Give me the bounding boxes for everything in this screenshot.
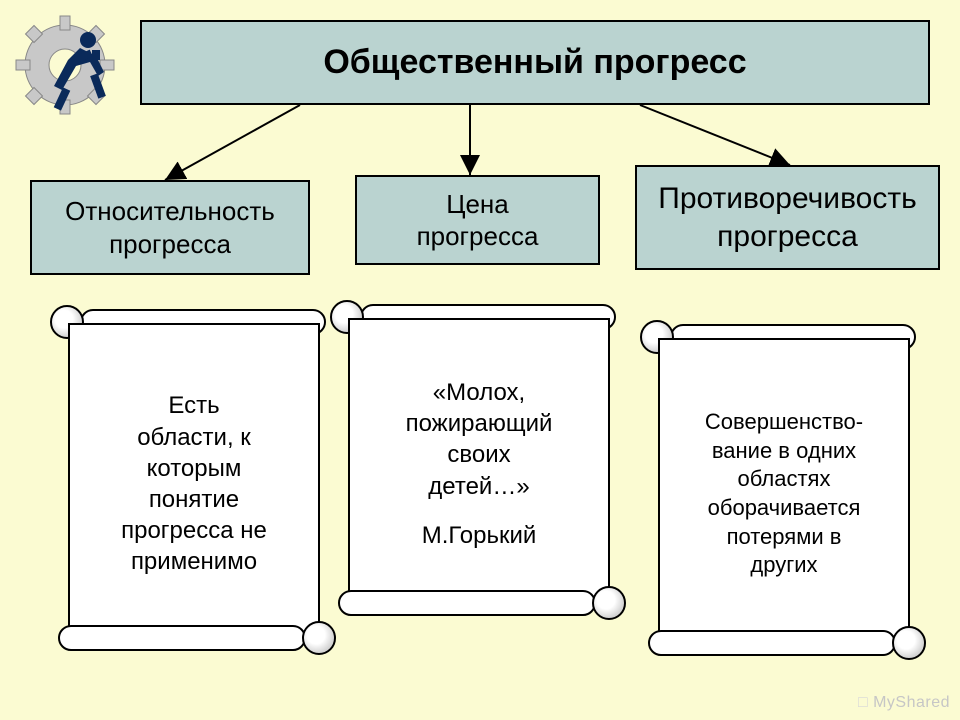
- scroll-bottom-bar: [338, 590, 596, 616]
- title-box: Общественный прогресс: [140, 20, 930, 105]
- child-box-line1: Цена: [417, 188, 539, 221]
- scroll-bottom-bar: [648, 630, 896, 656]
- scroll-text: «Молох,пожирающийсвоихдетей…»: [406, 377, 553, 502]
- watermark: □ MyShared: [858, 694, 950, 712]
- scroll-body: «Молох,пожирающийсвоихдетей…» М.Горький: [348, 318, 610, 602]
- child-box-line1: Относительность: [65, 195, 275, 228]
- scroll-curl-icon: [592, 586, 626, 620]
- scroll-body: Совершенство-вание в однихобластяхоборач…: [658, 338, 910, 642]
- child-box-line1: Противоречивость: [658, 180, 916, 218]
- child-box-contradiction: Противоречивость прогресса: [635, 165, 940, 270]
- child-box-line2: прогресса: [417, 220, 539, 253]
- child-box-price: Цена прогресса: [355, 175, 600, 265]
- scroll-bottom-bar: [58, 625, 306, 651]
- child-box-relativity: Относительность прогресса: [30, 180, 310, 275]
- scroll-text: Совершенство-вание в однихобластяхоборач…: [705, 408, 863, 580]
- child-box-line2: прогресса: [658, 218, 916, 256]
- scroll-relativity: Естьобласти, ккоторымпонятиепрогресса не…: [50, 305, 320, 655]
- scroll-text: Естьобласти, ккоторымпонятиепрогресса не…: [121, 390, 267, 577]
- running-man-gear-icon: [10, 10, 130, 130]
- title-text: Общественный прогресс: [323, 43, 746, 82]
- scroll-body: Естьобласти, ккоторымпонятиепрогресса не…: [68, 323, 320, 637]
- scroll-contradiction: Совершенство-вание в однихобластяхоборач…: [640, 320, 910, 660]
- scroll-price: «Молох,пожирающийсвоихдетей…» М.Горький: [330, 300, 610, 620]
- scroll-author: М.Горький: [422, 520, 537, 551]
- scroll-curl-icon: [302, 621, 336, 655]
- child-box-line2: прогресса: [65, 228, 275, 261]
- scroll-curl-icon: [892, 626, 926, 660]
